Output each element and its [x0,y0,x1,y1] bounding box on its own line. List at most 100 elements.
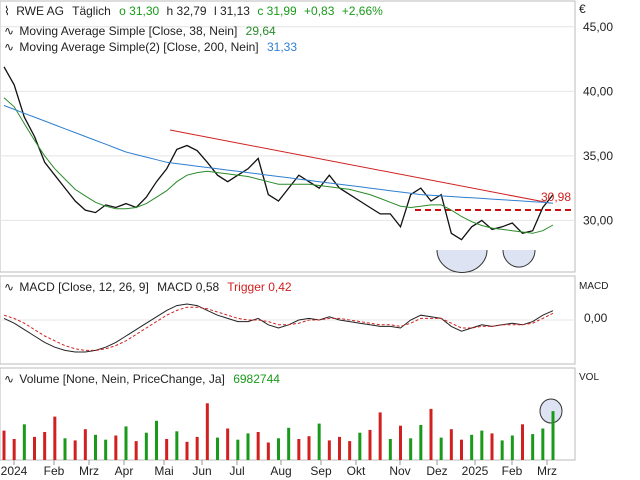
pattern-shoulder-right [502,249,536,268]
pattern-shoulder-left [436,249,488,273]
volume-bar [63,438,67,460]
price-tick-labels: 30,00 35,00 40,00 45,00 [583,20,613,228]
x-label: Feb [44,464,65,478]
legend-icon-ma38: ∿ [4,24,14,38]
price-tick-40: 40,00 [583,84,613,98]
volume-bars-group [2,403,555,460]
volume-bar [175,431,179,460]
volume-bar [266,442,270,460]
volume-bar [155,420,158,460]
change-pct-value: +2,66% [342,4,383,18]
volume-bar [338,436,341,460]
last-price-label: 30,98 [541,190,571,204]
volume-bar [236,439,240,460]
volume-bar [531,434,535,460]
volume-bar [368,429,372,460]
ma200-value: 31,33 [267,40,297,54]
volume-bar [348,441,352,460]
volume-axis-label: VOL [579,372,599,383]
volume-bar [94,434,97,460]
volume-bar [541,428,545,460]
volume-bar [287,427,291,460]
legend-icon-volume: ∿ [4,372,14,386]
macd-axis-label: MACD [579,281,608,292]
volume-bar [439,437,443,460]
volume-legend: ∿ Volume [None, Nein, PriceChange, Ja] 6… [4,372,280,386]
x-label: Nov [389,464,410,478]
x-label: Apr [115,464,134,478]
volume-bar [419,425,423,460]
close-value: c 31,99 [257,4,297,18]
volume-bar [124,426,128,460]
macd-zero-tick: 0,00 [584,311,608,325]
volume-bar [460,439,463,460]
price-line [3,66,554,241]
price-tick-35: 35,00 [583,149,613,163]
volume-bar [216,437,219,460]
x-label: Feb [502,464,523,478]
x-label: Mrz [79,464,99,478]
x-label: Mai [154,464,173,478]
volume-bar [195,436,199,460]
ma38-label: Moving Average Simple [Close, 38, Nein] [19,24,237,38]
ma38-value: 29,64 [246,24,276,38]
macd-value: MACD 0,58 [157,280,219,294]
volume-bar [43,432,47,460]
x-label: Sep [310,464,332,478]
macd-legend: ∿ MACD [Close, 12, 26, 9] MACD 0,58 Trig… [4,280,292,294]
volume-bar [358,432,362,460]
volume-bar [307,436,311,460]
high-value: h 32,79 [167,4,207,18]
legend-icon-macd: ∿ [4,280,14,294]
price-tick-30: 30,00 [583,213,613,227]
svg-text:⌇ RWE AG Täglich: ⌇ RWE AG Täglich o 31,30 h 32,79 l 31,13… [4,4,383,18]
macd-header: MACD [Close, 12, 26, 9] [19,280,148,294]
volume-bar [317,423,321,460]
volume-bar [378,412,382,460]
x-axis-labels: 2024 Feb Mrz Apr Mai Jun Jul Aug Sep Okt Nov Dez 202… [1,460,557,478]
currency-label: € [579,2,586,16]
gridlines [0,26,575,321]
macd-series-group [3,303,554,353]
price-tick-45: 45,00 [583,20,613,34]
change-value: +0,83 [304,4,335,18]
volume-value: 6982744 [233,372,280,386]
volume-bar [144,432,148,460]
volume-bar [114,435,118,460]
x-label: Jun [192,464,211,478]
volume-bar [297,439,301,460]
volume-bar [2,430,6,460]
x-label: Okt [347,464,366,478]
volume-bar [429,408,433,460]
price-panel [0,0,576,273]
volume-header: Volume [None, Nein, PriceChange, Ja] [19,372,224,386]
price-series-group [3,66,554,241]
volume-bar [480,430,484,460]
macd-line [3,303,554,353]
macd-trigger: Trigger 0,42 [227,280,292,294]
legend-icon-ma200: ∿ [4,40,14,54]
volume-bar [490,433,494,460]
volume-bar [521,424,524,460]
x-label: Aug [270,464,291,478]
volume-bar [551,411,555,460]
legend-icon-price: ⌇ [4,4,10,18]
period-label: Täglich [72,4,111,18]
volume-bar [500,440,504,460]
trigger-line [3,306,554,351]
volume-bar [409,438,413,460]
svg-text:∿ Moving Average Simple: ∿ Moving Average Simple [Close, 38, Nein… [4,24,276,38]
resistance-trendline [169,129,551,204]
volume-bar [510,435,514,460]
ma200-label: Moving Average Simple(2) [Close, 200, Ne… [19,40,258,54]
volume-bar [226,428,230,460]
volume-bar [246,433,250,460]
ma200-line [3,105,554,204]
volume-bar [399,425,402,460]
volume-bar [256,432,260,460]
x-label: Mrz [537,464,557,478]
x-label: Dez [426,464,447,478]
price-legend: ⌇ RWE AG Täglich o 31,30 h 32,79 l 31,13… [4,4,383,54]
low-value: l 31,13 [214,4,250,18]
